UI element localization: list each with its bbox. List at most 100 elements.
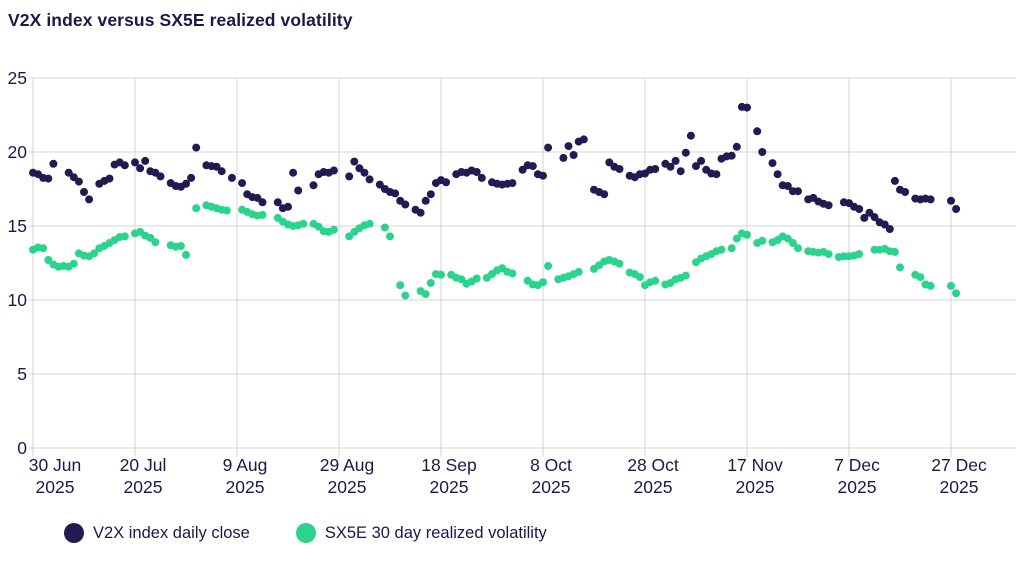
data-point-sx5e <box>151 238 160 247</box>
data-point-sx5e <box>788 239 797 247</box>
data-point-v2x <box>579 135 588 144</box>
data-point-sx5e <box>947 281 955 290</box>
legend-item-v2x: V2X index daily close <box>64 523 250 543</box>
data-point-v2x <box>416 208 425 217</box>
data-point-v2x <box>870 213 879 222</box>
data-point-sx5e <box>758 236 767 245</box>
data-point-sx5e <box>508 269 517 278</box>
data-point-v2x <box>294 186 303 195</box>
data-point-v2x <box>732 142 741 151</box>
data-point-v2x <box>426 190 435 199</box>
data-point-sx5e <box>192 204 201 213</box>
page-title: V2X index versus SX5E realized volatilit… <box>8 10 353 30</box>
data-point-sx5e <box>39 244 48 253</box>
x-axis-tick-year-label: 2025 <box>36 477 75 497</box>
data-point-v2x <box>284 202 292 211</box>
data-point-sx5e <box>120 232 129 241</box>
data-point-v2x <box>350 157 359 166</box>
data-point-sx5e <box>258 210 267 219</box>
data-point-sx5e <box>437 270 445 279</box>
data-point-v2x <box>824 201 833 210</box>
data-point-v2x <box>85 195 94 204</box>
x-axis-tick-label: 20 Jul <box>120 455 167 475</box>
data-point-v2x <box>360 168 369 177</box>
data-point-v2x <box>758 148 767 156</box>
data-point-sx5e <box>421 290 430 299</box>
chart-legend: V2X index daily close SX5E 30 day realiz… <box>64 523 547 543</box>
data-point-sx5e <box>329 225 338 234</box>
data-point-v2x <box>753 127 762 136</box>
data-point-v2x <box>156 172 165 181</box>
data-point-v2x <box>676 167 685 176</box>
data-point-sx5e <box>380 223 389 232</box>
data-point-sx5e <box>401 291 410 300</box>
data-point-sx5e <box>732 234 741 243</box>
data-point-sx5e <box>717 245 726 254</box>
data-point-v2x <box>74 177 83 186</box>
x-axis-tick-label: 7 Dec <box>834 455 880 475</box>
data-point-v2x <box>743 103 751 112</box>
data-point-v2x <box>401 200 410 209</box>
data-point-sx5e <box>743 230 751 239</box>
data-point-v2x <box>421 196 430 205</box>
data-point-v2x <box>651 165 660 173</box>
data-point-v2x <box>528 162 537 171</box>
data-point-sx5e <box>651 276 660 285</box>
data-point-v2x <box>442 178 451 187</box>
x-axis-tick-year-label: 2025 <box>226 477 265 497</box>
data-point-v2x <box>697 156 706 165</box>
legend-label-sx5e: SX5E 30 day realized volatility <box>324 523 547 542</box>
y-axis-tick-label: 25 <box>8 68 27 88</box>
data-point-v2x <box>855 205 864 213</box>
data-point-v2x <box>105 174 114 183</box>
data-point-sx5e <box>69 259 78 268</box>
data-point-v2x <box>947 196 955 205</box>
data-point-v2x <box>136 164 145 173</box>
y-axis-tick-label: 10 <box>8 290 28 310</box>
data-point-sx5e <box>926 281 935 290</box>
data-point-sx5e <box>426 279 435 287</box>
x-axis-tick-year-label: 2025 <box>532 477 571 497</box>
data-point-v2x <box>273 198 282 207</box>
data-point-sx5e <box>855 250 864 259</box>
x-axis-tick-year-label: 2025 <box>940 477 979 497</box>
x-axis-tick-label: 8 Oct <box>530 455 572 475</box>
data-point-v2x <box>671 156 680 165</box>
data-point-v2x <box>768 159 777 168</box>
x-axis-tick-label: 18 Sep <box>421 455 476 475</box>
data-point-v2x <box>692 162 700 171</box>
data-point-sx5e <box>574 267 583 276</box>
data-point-v2x <box>477 173 486 182</box>
data-point-v2x <box>141 156 150 165</box>
data-point-v2x <box>926 195 935 204</box>
sx5e-series-marker-icon <box>295 523 316 543</box>
data-point-v2x <box>80 188 88 196</box>
data-point-v2x <box>890 176 899 185</box>
data-point-sx5e <box>90 249 99 258</box>
data-point-sx5e <box>916 273 925 282</box>
data-point-v2x <box>773 170 782 179</box>
data-point-sx5e <box>794 244 802 253</box>
data-point-v2x <box>666 162 675 171</box>
data-point-sx5e <box>299 219 308 228</box>
data-point-v2x <box>564 142 573 151</box>
x-axis-tick-year-label: 2025 <box>838 477 877 497</box>
data-point-sx5e <box>681 271 690 280</box>
legend-item-sx5e: SX5E 30 day realized volatility <box>295 523 547 543</box>
data-point-sx5e <box>615 259 624 268</box>
data-point-v2x <box>472 168 481 176</box>
legend-label-v2x: V2X index daily close <box>93 523 250 542</box>
x-axis-tick-year-label: 2025 <box>124 477 163 497</box>
x-axis-tick-label: 30 Jun <box>29 455 82 475</box>
y-axis-tick-label: 20 <box>8 142 28 162</box>
data-point-v2x <box>345 172 354 181</box>
data-point-v2x <box>182 179 190 188</box>
x-axis-tick-label: 29 Aug <box>320 455 375 475</box>
data-point-sx5e <box>896 263 904 272</box>
data-point-v2x <box>686 131 695 140</box>
data-point-v2x <box>309 181 318 190</box>
data-point-v2x <box>559 153 568 162</box>
data-point-v2x <box>258 198 267 207</box>
data-point-v2x <box>217 167 226 176</box>
